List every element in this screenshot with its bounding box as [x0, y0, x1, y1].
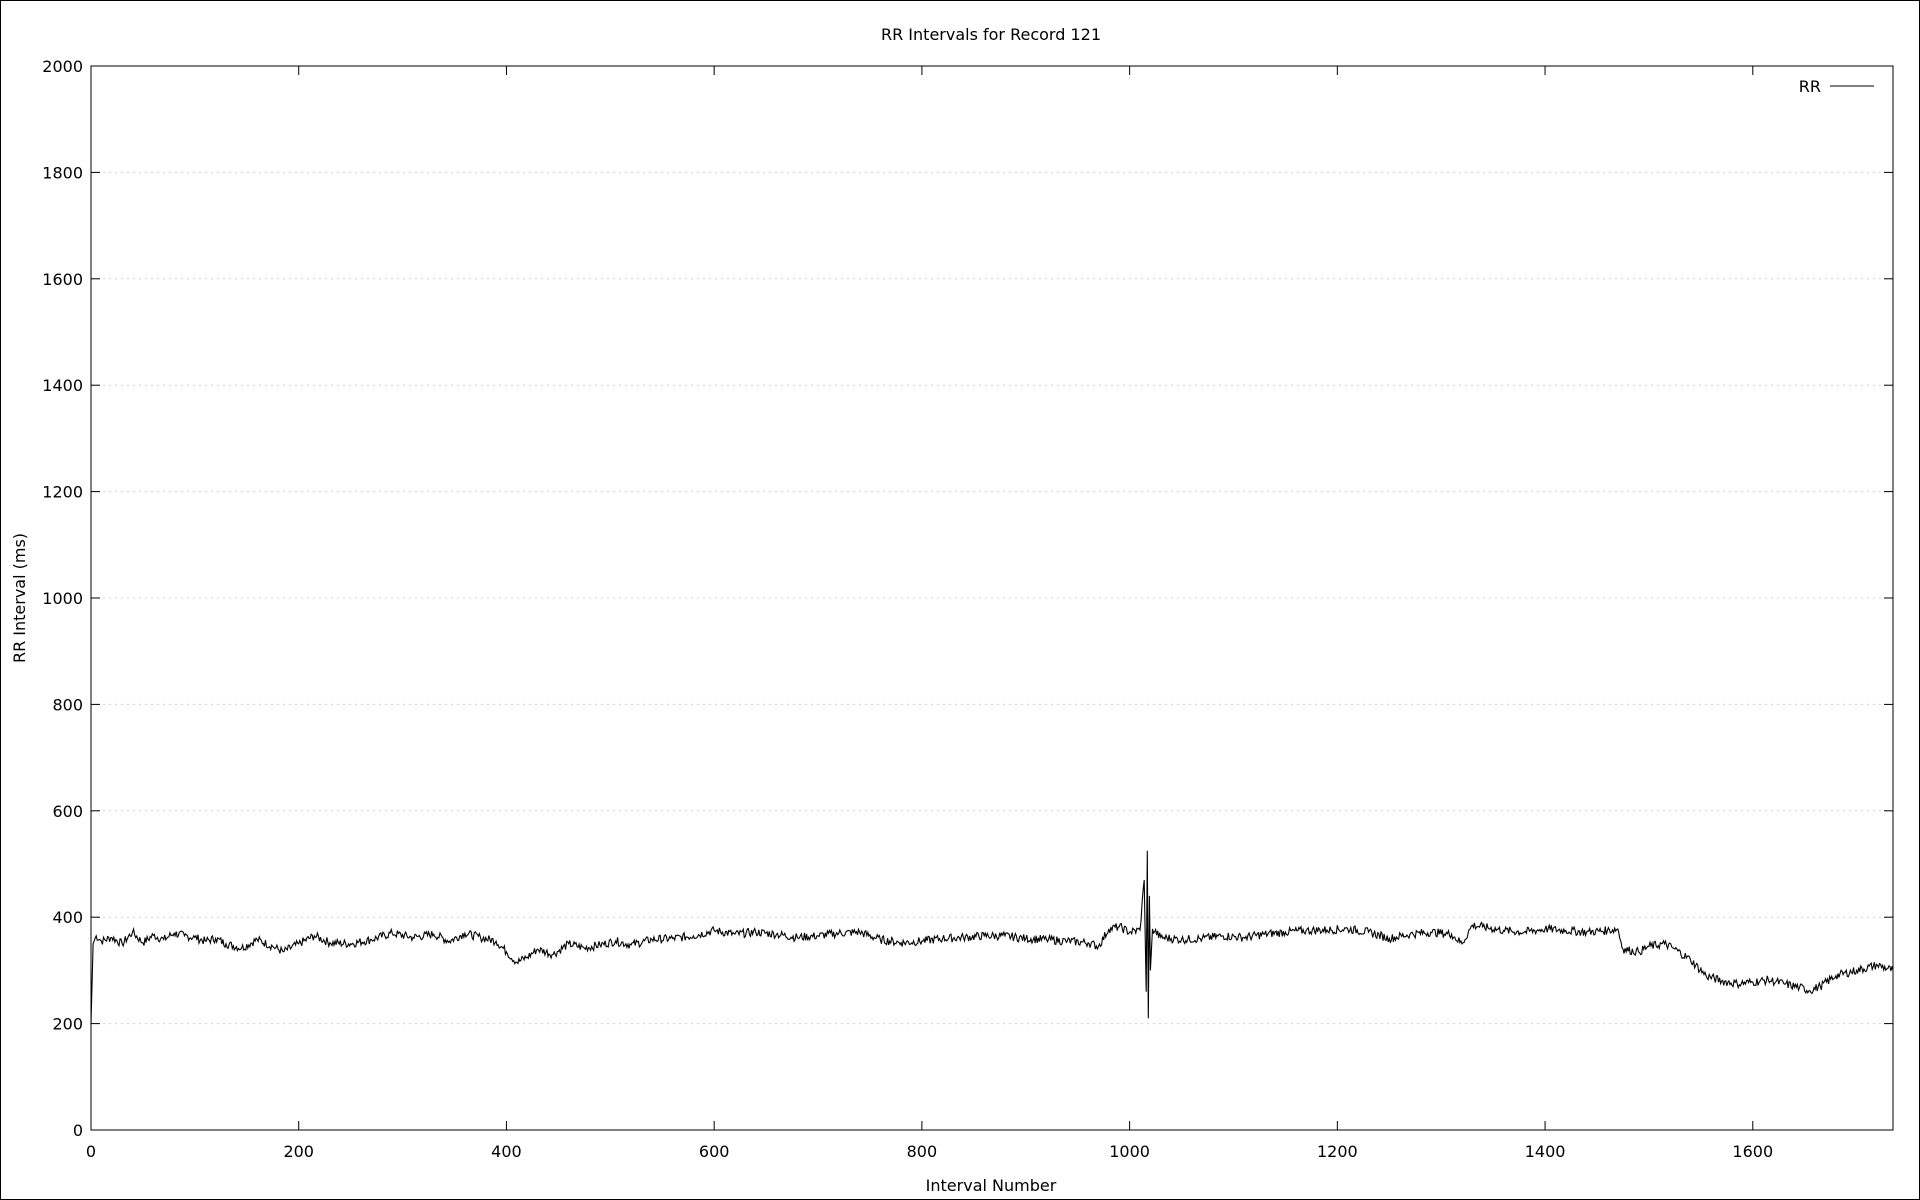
tick-label-layer: 0 200 400 600 800 1000 1200 1400 1600 1800 2000 0 20… [42, 57, 1773, 1161]
tick-layer [90, 65, 1893, 1131]
x-tick-label-0: 0 [86, 1142, 96, 1161]
y-tick-label-1800: 1800 [42, 163, 83, 182]
y-tick-label-400: 400 [52, 908, 83, 927]
y-axis-label: RR Interval (ms) [10, 533, 29, 663]
x-tick-label-1000: 1000 [1109, 1142, 1150, 1161]
chart-title: RR Intervals for Record 121 [881, 25, 1101, 44]
y-tick-label-200: 200 [52, 1015, 83, 1034]
y-tick-label-600: 600 [52, 802, 83, 821]
x-tick-label-400: 400 [491, 1142, 522, 1161]
x-tick-label-200: 200 [283, 1142, 314, 1161]
x-tick-label-1200: 1200 [1317, 1142, 1358, 1161]
y-tick-label-1000: 1000 [42, 589, 83, 608]
x-axis-label: Interval Number [926, 1176, 1057, 1195]
grid-layer [91, 171, 1893, 1025]
series-line-rr [90, 850, 1894, 1024]
y-tick-label-1400: 1400 [42, 376, 83, 395]
x-tick-label-1600: 1600 [1732, 1142, 1773, 1161]
y-tick-label-1600: 1600 [42, 270, 83, 289]
x-tick-label-600: 600 [699, 1142, 730, 1161]
x-tick-label-1400: 1400 [1525, 1142, 1566, 1161]
x-tick-label-800: 800 [907, 1142, 938, 1161]
legend-label-rr: RR [1799, 77, 1821, 96]
legend: RR [1799, 77, 1874, 96]
y-tick-label-800: 800 [52, 695, 83, 714]
y-tick-label-0: 0 [73, 1121, 83, 1140]
y-tick-label-2000: 2000 [42, 57, 83, 76]
y-tick-label-1200: 1200 [42, 483, 83, 502]
